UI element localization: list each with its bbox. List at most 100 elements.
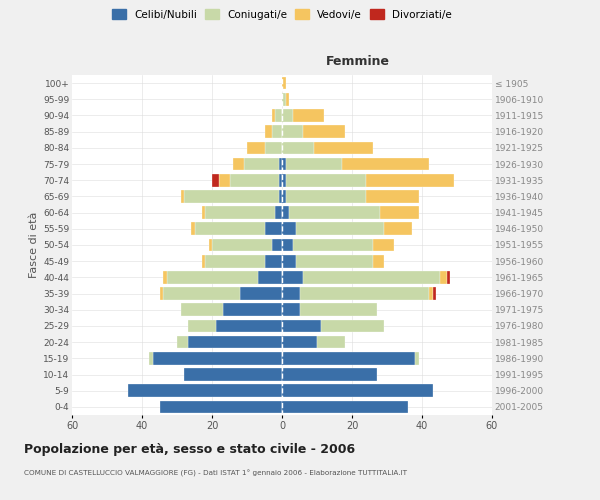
Bar	[212, 174, 219, 186]
Bar	[303, 271, 439, 283]
Bar	[205, 255, 265, 268]
Bar	[278, 174, 282, 186]
Bar	[191, 222, 194, 235]
Bar	[373, 255, 383, 268]
Bar	[293, 238, 373, 252]
Bar	[373, 238, 394, 252]
Bar	[163, 288, 240, 300]
Bar	[223, 304, 282, 316]
Bar	[229, 174, 278, 186]
Bar	[167, 271, 257, 283]
Bar	[282, 222, 296, 235]
Bar	[152, 352, 282, 364]
Bar	[149, 352, 152, 364]
Bar	[282, 158, 286, 170]
Bar	[184, 368, 282, 381]
Bar	[282, 320, 320, 332]
Bar	[282, 271, 303, 283]
Bar	[320, 320, 383, 332]
Bar	[282, 336, 317, 348]
Text: COMUNE DI CASTELLUCCIO VALMAGGIORE (FG) - Dati ISTAT 1° gennaio 2006 - Elaborazi: COMUNE DI CASTELLUCCIO VALMAGGIORE (FG) …	[24, 470, 407, 477]
Bar	[257, 271, 282, 283]
Bar	[128, 384, 282, 397]
Bar	[187, 320, 215, 332]
Bar	[184, 190, 278, 202]
Bar	[366, 174, 454, 186]
Bar	[286, 174, 366, 186]
Bar	[286, 158, 341, 170]
Y-axis label: Fasce di età: Fasce di età	[29, 212, 39, 278]
Bar	[282, 288, 299, 300]
Bar	[317, 336, 345, 348]
Bar	[219, 174, 229, 186]
Bar	[160, 400, 282, 413]
Bar	[265, 142, 282, 154]
Bar	[240, 288, 282, 300]
Bar	[282, 238, 293, 252]
Bar	[282, 93, 286, 106]
Bar	[265, 255, 282, 268]
Bar	[282, 109, 293, 122]
Bar	[446, 271, 450, 283]
Bar	[265, 126, 271, 138]
Bar	[271, 238, 282, 252]
Bar	[314, 142, 373, 154]
Bar	[160, 288, 163, 300]
Bar	[429, 288, 433, 300]
Bar	[202, 255, 205, 268]
Bar	[282, 304, 299, 316]
Legend: Celibi/Nubili, Coniugati/e, Vedovi/e, Divorziati/e: Celibi/Nubili, Coniugati/e, Vedovi/e, Di…	[108, 5, 456, 24]
Text: Popolazione per età, sesso e stato civile - 2006: Popolazione per età, sesso e stato civil…	[24, 442, 355, 456]
Y-axis label: Anni di nascita: Anni di nascita	[596, 204, 600, 286]
Bar	[215, 320, 282, 332]
Bar	[282, 77, 286, 90]
Bar	[265, 222, 282, 235]
Bar	[282, 368, 377, 381]
Bar	[271, 109, 275, 122]
Bar	[282, 142, 314, 154]
Bar	[282, 190, 286, 202]
Bar	[163, 271, 167, 283]
Bar	[205, 206, 275, 219]
Bar	[202, 206, 205, 219]
Bar	[366, 190, 419, 202]
Bar	[299, 304, 377, 316]
Bar	[244, 158, 278, 170]
Bar	[282, 352, 415, 364]
Text: Femmine: Femmine	[326, 55, 389, 68]
Bar	[303, 126, 345, 138]
Bar	[177, 336, 187, 348]
Bar	[271, 126, 282, 138]
Bar	[286, 190, 366, 202]
Bar	[181, 304, 223, 316]
Bar	[415, 352, 419, 364]
Bar	[282, 255, 296, 268]
Bar	[194, 222, 265, 235]
Bar	[181, 190, 184, 202]
Bar	[439, 271, 446, 283]
Bar	[209, 238, 212, 252]
Bar	[289, 206, 380, 219]
Bar	[278, 158, 282, 170]
Bar	[293, 109, 324, 122]
Bar	[187, 336, 282, 348]
Bar	[282, 400, 408, 413]
Bar	[278, 190, 282, 202]
Bar	[282, 126, 303, 138]
Bar	[282, 384, 433, 397]
Bar	[299, 288, 429, 300]
Bar	[275, 109, 282, 122]
Bar	[282, 206, 289, 219]
Bar	[380, 206, 419, 219]
Bar	[433, 288, 436, 300]
Bar	[286, 93, 289, 106]
Bar	[296, 222, 383, 235]
Bar	[275, 206, 282, 219]
Bar	[233, 158, 244, 170]
Bar	[247, 142, 265, 154]
Bar	[296, 255, 373, 268]
Bar	[212, 238, 271, 252]
Bar	[341, 158, 429, 170]
Bar	[282, 174, 286, 186]
Bar	[383, 222, 412, 235]
